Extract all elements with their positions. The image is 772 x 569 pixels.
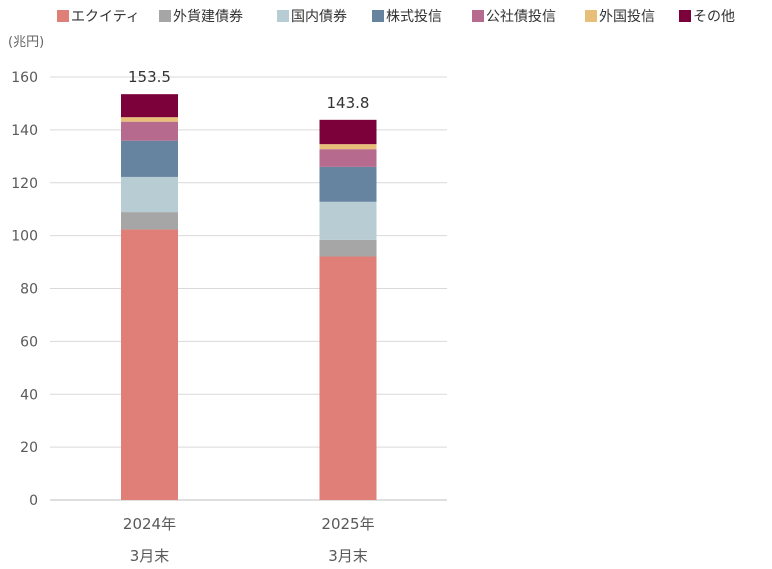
total-label-2: 143.8 [327,94,370,112]
bar-segment-1-1 [121,229,178,500]
y-tick-label-80: 80 [20,282,38,298]
total-labels: 153.5 143.8 [128,68,369,112]
y-tick-label-60: 60 [20,334,38,350]
bar-segment-2-3 [319,201,377,240]
bars [121,94,377,500]
bar-segment-2-5 [319,149,377,167]
legend-label-2: 外貨建債券 [173,8,243,25]
bar-segment-2-2 [319,239,377,257]
legend-swatch-2 [159,10,171,22]
y-tick-label-120: 120 [11,176,38,192]
legend-swatch-1 [57,10,69,22]
y-tick-label-40: 40 [20,387,38,403]
legend-label-1: エクイティ [71,9,140,25]
bar-segment-1-3 [121,176,178,213]
bar-segment-2-6 [319,144,377,150]
legend-label-6: 外国投信 [599,9,655,25]
x-tick-label-2-line-2: 3月末 [328,547,368,565]
x-tick-label-2-line-1: 2025年 [321,515,374,533]
legend-label-3: 国内債券 [291,9,347,25]
x-tick-label-1-line-1: 2024年 [123,515,176,533]
legend: エクイティ 外貨建債券 国内債券 株式投信 公社債投信 外国投信 その他 [57,8,735,25]
legend-label-5: 公社債投信 [486,9,556,25]
legend-swatch-5 [472,10,484,22]
x-tick-label-1-line-2: 3月末 [130,547,170,565]
y-tick-label-100: 100 [11,229,38,245]
bar-segment-1-6 [121,117,178,122]
bar-segment-1-2 [121,212,178,230]
legend-swatch-7 [679,10,691,22]
y-tick-label-140: 140 [11,123,38,139]
legend-swatch-4 [372,10,384,22]
y-axis-ticks: 0 20 40 60 80 100 120 140 160 [11,70,38,509]
legend-swatch-6 [585,10,597,22]
gridlines [50,76,447,501]
bar-segment-2-7 [319,119,377,145]
bar-segment-2-4 [319,166,377,202]
y-tick-label-0: 0 [29,493,38,509]
bar-segment-2-1 [319,256,377,500]
legend-label-4: 株式投信 [386,9,442,25]
legend-label-7: その他 [693,9,735,25]
bar-segment-1-5 [121,121,178,141]
bar-segment-1-4 [121,140,178,177]
legend-swatch-3 [277,10,289,22]
x-axis-labels: 2024年 3月末 2025年 3月末 [123,515,375,565]
total-label-1: 153.5 [128,68,171,86]
bar-segment-1-7 [121,94,178,118]
y-axis-unit: (兆円) [8,35,44,50]
y-tick-label-20: 20 [20,440,38,456]
y-tick-label-160: 160 [11,70,38,86]
